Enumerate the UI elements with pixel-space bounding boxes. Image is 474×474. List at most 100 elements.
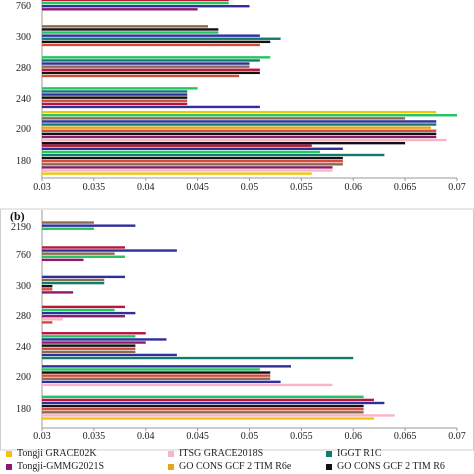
y-tick-label: 300 bbox=[16, 281, 31, 292]
x-tick-label: 0.04 bbox=[137, 182, 155, 193]
bar bbox=[42, 5, 250, 8]
bar bbox=[42, 0, 229, 2]
bar bbox=[42, 417, 374, 420]
bar bbox=[42, 404, 364, 408]
legend-swatch bbox=[168, 463, 174, 470]
bar bbox=[42, 110, 437, 114]
bar bbox=[42, 102, 188, 106]
y-tick-label: 760 bbox=[16, 250, 31, 261]
bar bbox=[42, 96, 188, 99]
bar bbox=[42, 356, 354, 360]
y-tick-label: 760 bbox=[16, 1, 31, 12]
bar bbox=[42, 34, 260, 37]
bar bbox=[42, 285, 53, 288]
legend-entry: GO CONS GCF 2 TIM R6 bbox=[326, 461, 445, 473]
bar bbox=[42, 43, 260, 47]
bar bbox=[42, 150, 321, 154]
bar bbox=[42, 105, 260, 109]
bar bbox=[42, 59, 260, 62]
legend-label: IGGT R1C bbox=[337, 448, 382, 459]
bar bbox=[42, 398, 374, 402]
legend-swatch bbox=[326, 463, 332, 470]
bar bbox=[42, 353, 177, 357]
x-tick-label: 0.04 bbox=[137, 431, 155, 442]
bar bbox=[42, 144, 312, 147]
bar bbox=[42, 169, 333, 172]
x-tick-label: 0.03 bbox=[33, 431, 51, 442]
bar bbox=[42, 37, 281, 40]
bar bbox=[42, 249, 177, 252]
bar bbox=[42, 141, 406, 145]
x-tick-label: 0.035 bbox=[83, 431, 106, 442]
bar bbox=[42, 408, 364, 411]
y-tick-label: 200 bbox=[16, 124, 31, 135]
y-tick-label: 280 bbox=[16, 63, 31, 74]
legend-swatch bbox=[168, 450, 174, 457]
bar bbox=[42, 332, 146, 335]
legend-swatch bbox=[6, 463, 12, 470]
bar bbox=[42, 31, 219, 34]
bar bbox=[42, 321, 53, 324]
bar bbox=[42, 275, 125, 279]
legend-label: GO CONS GCF 2 TIM R6 bbox=[337, 461, 445, 472]
bar bbox=[42, 315, 125, 318]
bar bbox=[42, 368, 260, 371]
bar bbox=[42, 335, 136, 338]
bar bbox=[42, 68, 260, 71]
bar bbox=[42, 258, 84, 262]
legend-swatch bbox=[326, 450, 332, 457]
legend-entry: ITSG GRACE2018S bbox=[168, 448, 263, 460]
bar bbox=[42, 138, 447, 142]
bar bbox=[42, 153, 385, 157]
x-tick-label: 0.045 bbox=[186, 182, 209, 193]
bar bbox=[42, 224, 136, 227]
bar bbox=[42, 172, 312, 175]
bar bbox=[42, 160, 343, 163]
legend-entry: Tongji-GMMG2021S bbox=[6, 461, 104, 473]
x-tick-label: 0.07 bbox=[448, 431, 466, 442]
bar bbox=[42, 347, 136, 350]
bar bbox=[42, 288, 53, 291]
bar bbox=[42, 129, 437, 132]
bar bbox=[42, 1, 229, 5]
bar bbox=[42, 350, 136, 354]
bar bbox=[42, 147, 343, 150]
legend-entry: IGGT R1C bbox=[326, 448, 382, 460]
bar bbox=[42, 126, 432, 129]
y-tick-label: 240 bbox=[16, 94, 31, 105]
bar bbox=[42, 71, 260, 75]
bar bbox=[42, 65, 250, 68]
bar bbox=[42, 227, 94, 230]
bar bbox=[42, 135, 437, 139]
y-tick-label: 200 bbox=[16, 372, 31, 383]
legend-label: Tongji-GMMG2021S bbox=[17, 461, 105, 472]
bar bbox=[42, 311, 136, 315]
x-tick-label: 0.05 bbox=[241, 182, 259, 193]
bar bbox=[42, 305, 125, 309]
bar bbox=[42, 344, 136, 347]
bar bbox=[42, 255, 125, 258]
legend-label: Tongji GRACE02K bbox=[17, 448, 97, 459]
x-tick-label: 0.045 bbox=[186, 431, 209, 442]
bar bbox=[42, 163, 343, 166]
y-tick-label: 2190 bbox=[11, 222, 31, 233]
bar bbox=[42, 221, 94, 224]
bar bbox=[42, 411, 364, 414]
y-tick-label: 300 bbox=[16, 32, 31, 43]
bar bbox=[42, 56, 271, 59]
bar bbox=[42, 123, 437, 126]
x-tick-label: 0.07 bbox=[448, 182, 466, 193]
bar bbox=[42, 371, 271, 374]
legend-entry: Tongji GRACE02K bbox=[6, 448, 97, 460]
bar bbox=[42, 341, 146, 344]
bar bbox=[42, 93, 188, 96]
x-tick-label: 0.055 bbox=[290, 431, 313, 442]
y-tick-label: 280 bbox=[16, 311, 31, 322]
bar bbox=[42, 252, 115, 255]
panel-b-frame bbox=[0, 208, 474, 451]
legend-label: ITSG GRACE2018S bbox=[179, 448, 264, 459]
bar bbox=[42, 365, 291, 368]
x-tick-label: 0.065 bbox=[394, 182, 417, 193]
bar bbox=[42, 132, 437, 136]
